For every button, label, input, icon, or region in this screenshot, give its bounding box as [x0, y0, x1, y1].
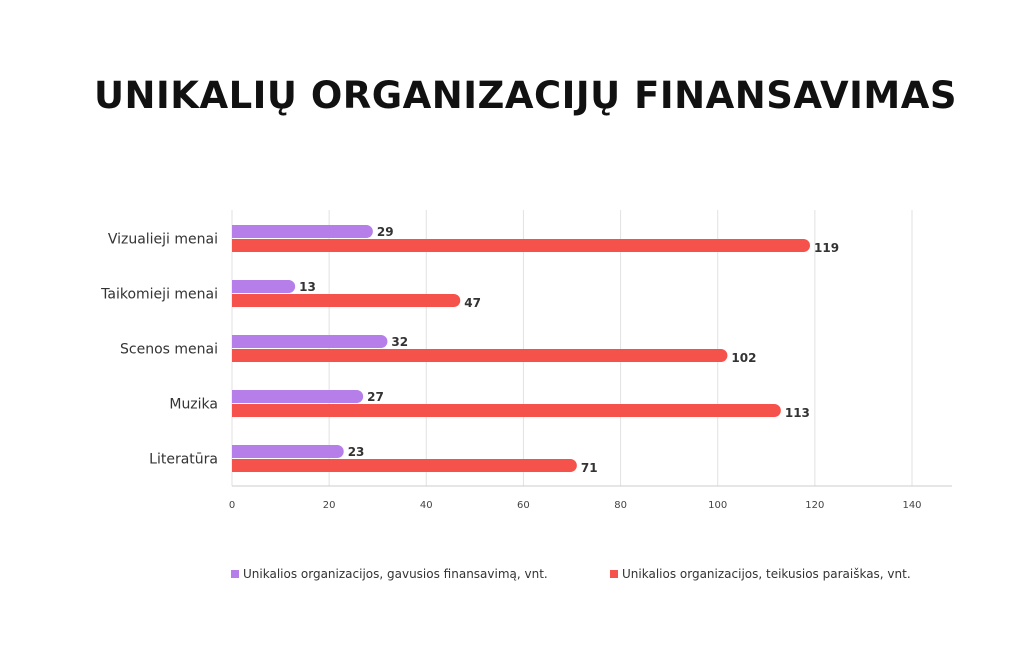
data-label-series-2: 102: [731, 351, 756, 365]
data-label-series-1: 13: [299, 280, 316, 294]
x-tick-label: 120: [805, 500, 824, 511]
labels: 0 20 40 60 80 100 120 140 Vizualieji menai 29 119 T…: [100, 225, 921, 511]
legend-item-series-1: Unikalios organizacijos, gavusios finans…: [231, 567, 548, 581]
bar-series-2: [232, 239, 810, 252]
bar-chart: 0 20 40 60 80 100 120 140 Vizualieji menai 29 119 T…: [100, 210, 952, 511]
x-tick-label: 0: [229, 500, 235, 511]
legend-label-series-1: Unikalios organizacijos, gavusios finans…: [243, 567, 548, 581]
x-tick-label: 140: [902, 500, 921, 511]
bar-series-1: [232, 225, 373, 238]
chart-title: UNIKALIŲ ORGANIZACIJŲ FINANSAVIMAS: [94, 74, 957, 117]
category-label: Scenos menai: [120, 342, 218, 358]
bar-series-2-base: [232, 294, 239, 307]
bar-series-1-base: [232, 280, 239, 293]
x-tick-label: 100: [708, 500, 727, 511]
bar-series-1-base: [232, 390, 239, 403]
bar-series-2-base: [232, 459, 239, 472]
x-tick-label: 40: [420, 500, 433, 511]
bar-series-2-base: [232, 404, 239, 417]
bars: [232, 225, 810, 472]
bar-series-1: [232, 445, 344, 458]
data-label-series-2: 119: [814, 241, 839, 255]
legend-swatch-series-1: [231, 570, 239, 578]
data-label-series-2: 71: [581, 461, 598, 475]
data-label-series-1: 27: [367, 390, 384, 404]
bar-series-1: [232, 280, 296, 293]
category-label: Vizualieji menai: [108, 232, 218, 248]
bar-series-2: [232, 349, 728, 362]
legend-item-series-2: Unikalios organizacijos, teikusios parai…: [610, 567, 911, 581]
data-label-series-2: 47: [464, 296, 481, 310]
bar-series-2-base: [232, 349, 239, 362]
category-label: Literatūra: [149, 452, 218, 468]
bar-series-1-base: [232, 335, 239, 348]
x-tick-label: 60: [517, 500, 530, 511]
bar-series-2: [232, 404, 781, 417]
bar-series-2: [232, 459, 577, 472]
bar-series-1: [232, 335, 388, 348]
legend-swatch-series-2: [610, 570, 618, 578]
data-label-series-1: 23: [348, 445, 365, 459]
legend-label-series-2: Unikalios organizacijos, teikusios parai…: [622, 567, 911, 581]
category-label: Taikomieji menai: [100, 287, 218, 303]
data-label-series-1: 29: [377, 225, 394, 239]
bar-series-1: [232, 390, 364, 403]
legend: Unikalios organizacijos, gavusios finans…: [0, 567, 1025, 587]
bar-series-2: [232, 294, 461, 307]
data-label-series-1: 32: [391, 335, 408, 349]
category-label: Muzika: [169, 397, 218, 413]
x-tick-label: 20: [323, 500, 336, 511]
bar-series-1-base: [232, 225, 239, 238]
data-label-series-2: 113: [785, 406, 810, 420]
x-tick-label: 80: [614, 500, 627, 511]
bar-series-1-base: [232, 445, 239, 458]
bar-series-2-base: [232, 239, 239, 252]
